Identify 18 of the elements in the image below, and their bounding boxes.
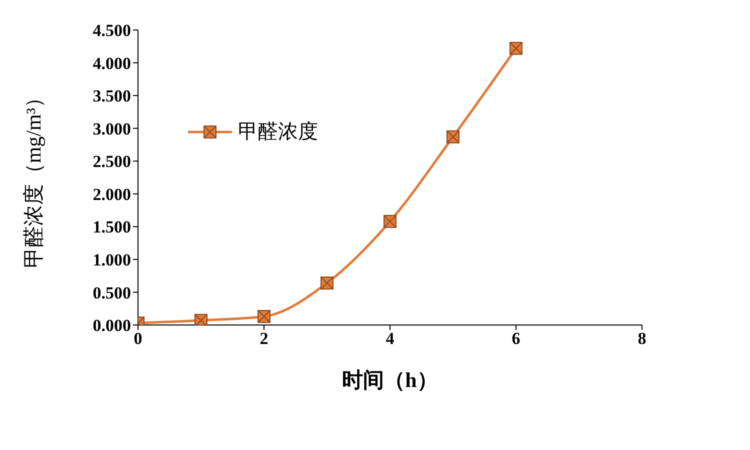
y-tick-label: 2.000 [92, 184, 131, 204]
x-tick-label: 4 [386, 329, 395, 348]
y-tick-label: 4.000 [92, 54, 131, 73]
x-tick-label: 0 [134, 329, 142, 348]
x-tick-label: 2 [260, 329, 268, 348]
y-tick-label: 1.500 [92, 218, 131, 237]
y-tick-label: 3.500 [92, 86, 131, 106]
y-tick-label: 2.500 [92, 152, 131, 172]
y-tick-label: 0.500 [92, 283, 131, 302]
y-tick-label: 1.000 [92, 250, 131, 270]
x-tick-label: 8 [638, 329, 646, 348]
x-tick-label: 6 [512, 329, 520, 348]
y-axis-title: 甲醛浓度（mg/m³） [21, 86, 46, 268]
x-axis-title: 时间（h） [342, 368, 438, 392]
y-tick-label: 3.000 [92, 119, 131, 138]
y-tick-label: 4.500 [92, 21, 131, 40]
y-tick-label: 0.000 [92, 316, 131, 336]
legend-label: 甲醛浓度 [238, 120, 318, 145]
